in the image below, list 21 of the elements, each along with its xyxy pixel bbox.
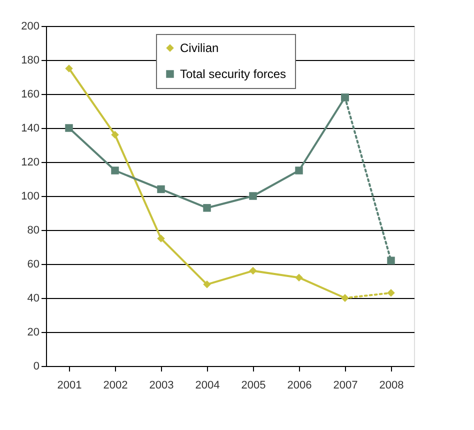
y-tick-label: 40 — [27, 292, 40, 304]
x-tick-label: 2002 — [103, 380, 128, 392]
y-tick-label: 0 — [33, 360, 40, 372]
y-tick-label: 100 — [21, 190, 40, 202]
y-tick-label: 200 — [21, 20, 40, 32]
x-tick-label: 2007 — [333, 380, 358, 392]
x-tick-label: 2004 — [195, 380, 220, 392]
y-tick-label: 140 — [21, 122, 40, 134]
y-tick-label: 80 — [27, 224, 40, 236]
x-tick-label: 2001 — [57, 380, 82, 392]
x-tick-label: 2006 — [287, 380, 312, 392]
y-tick-label: 60 — [27, 258, 40, 270]
x-tick-label: 2008 — [379, 380, 404, 392]
x-tick-label: 2003 — [149, 380, 174, 392]
legend-label: Total security forces — [180, 67, 286, 81]
legend-label: Civilian — [180, 41, 219, 55]
x-tick-label: 2005 — [241, 380, 266, 392]
y-tick-label: 160 — [21, 88, 40, 100]
y-tick-label: 20 — [27, 326, 40, 338]
y-tick-label: 120 — [21, 156, 40, 168]
y-tick-label: 180 — [21, 54, 40, 66]
